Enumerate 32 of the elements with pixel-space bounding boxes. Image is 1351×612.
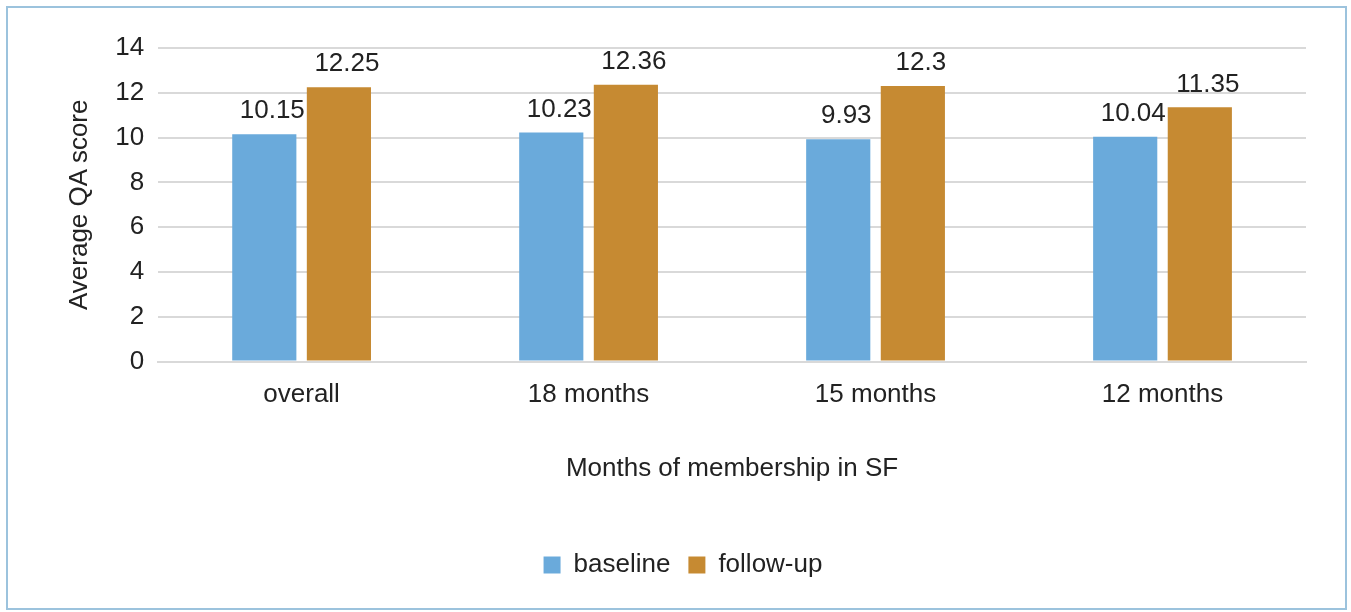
y-tick-label: 2 [129,299,145,330]
bar [806,139,871,361]
bar [880,86,945,361]
x-tick-label: 18 months [527,378,650,409]
x-tick-label: 15 months [814,378,937,409]
bar [232,134,297,361]
data-label: 12.36 [601,44,667,75]
data-label: 11.35 [1176,67,1240,98]
y-tick-label: 12 [115,75,145,106]
x-axis-title: Months of membership in SF [565,451,899,482]
y-tick-label: 14 [115,31,145,62]
bar [306,87,371,361]
y-tick-label: 4 [129,255,145,286]
y-tick-label: 0 [129,344,145,375]
data-label: 10.04 [1100,96,1166,127]
y-axis-title: Average QA score [62,99,93,311]
legend-label: baseline [573,548,671,579]
bar [1167,107,1232,361]
data-label: 12.3 [895,46,947,77]
data-label: 10.23 [526,92,592,123]
x-tick-label: overall [263,378,340,409]
data-label: 10.15 [239,94,305,125]
y-tick-label: 10 [115,120,145,151]
bar [1093,136,1158,361]
data-label: 12.25 [314,47,380,78]
legend-label: follow-up [718,548,823,579]
y-tick-label: 8 [129,165,145,196]
data-label: 9.93 [820,99,872,130]
bar [593,84,658,361]
bar [519,132,584,361]
x-tick-label: 12 months [1101,378,1224,409]
y-tick-label: 6 [129,210,145,241]
